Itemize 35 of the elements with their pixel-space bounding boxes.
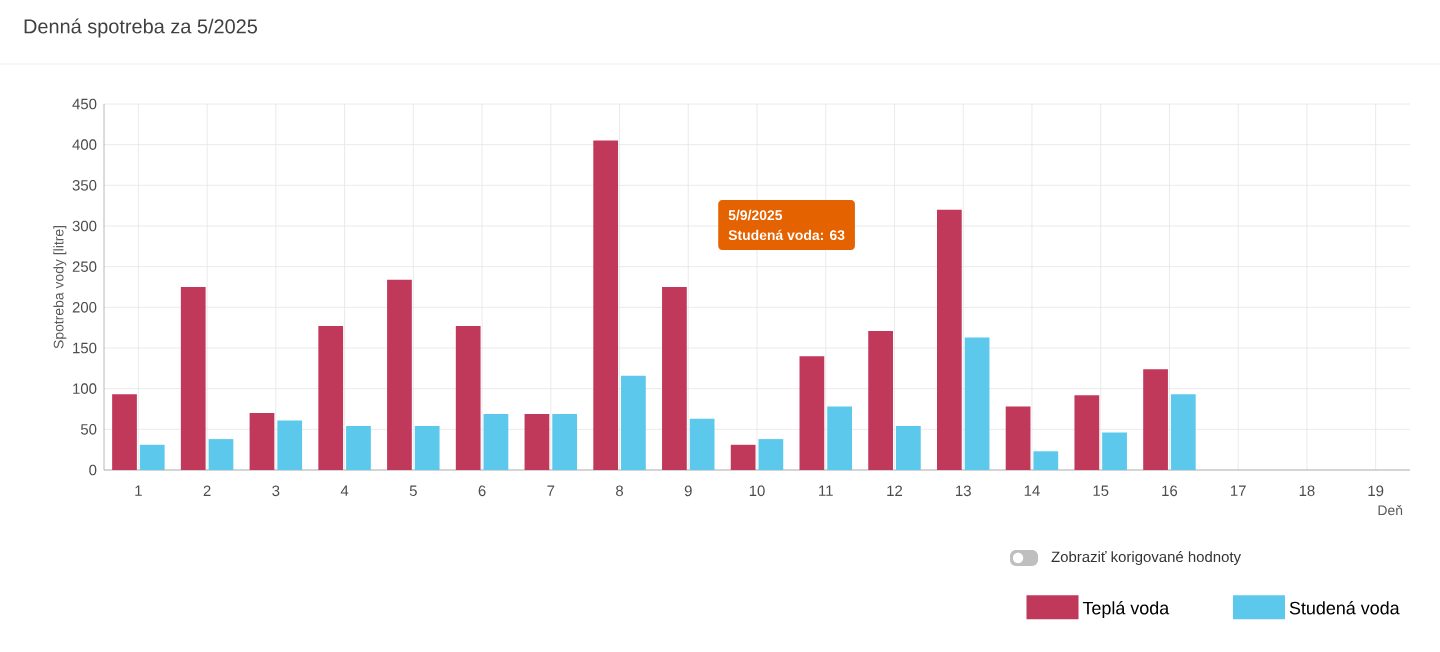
bar: [180, 287, 206, 470]
bar: [1143, 369, 1168, 470]
bar: [868, 330, 893, 470]
bar: [1074, 395, 1100, 470]
bar: [552, 413, 578, 470]
bar: [593, 140, 619, 470]
bar: [318, 326, 344, 470]
bar: [387, 279, 412, 470]
bar: [758, 439, 784, 470]
bar: [249, 413, 275, 470]
bar: [936, 209, 962, 470]
bar: [277, 420, 303, 470]
bar: [208, 439, 234, 470]
bar: [414, 426, 440, 470]
bar: [455, 326, 481, 470]
bar: [689, 418, 715, 470]
bar: [964, 337, 990, 470]
bar: [895, 426, 921, 470]
bar: [662, 287, 687, 470]
bar: [112, 394, 137, 470]
bar: [139, 444, 165, 470]
bar: [799, 356, 825, 470]
bar: [346, 426, 371, 470]
bar: [1005, 406, 1031, 470]
bar: [483, 413, 509, 470]
bar: [524, 413, 550, 470]
legend-label: Studená voda: [1289, 601, 1400, 615]
bar: [1033, 451, 1059, 470]
chart-title: Denná spotreba za 5/2025: [24, 18, 258, 38]
legend-label: Teplá voda: [1082, 601, 1170, 618]
bar: [827, 406, 852, 470]
bar: [1170, 394, 1196, 470]
bar: [1102, 432, 1127, 470]
bar: [730, 444, 756, 470]
bar: [621, 375, 646, 470]
